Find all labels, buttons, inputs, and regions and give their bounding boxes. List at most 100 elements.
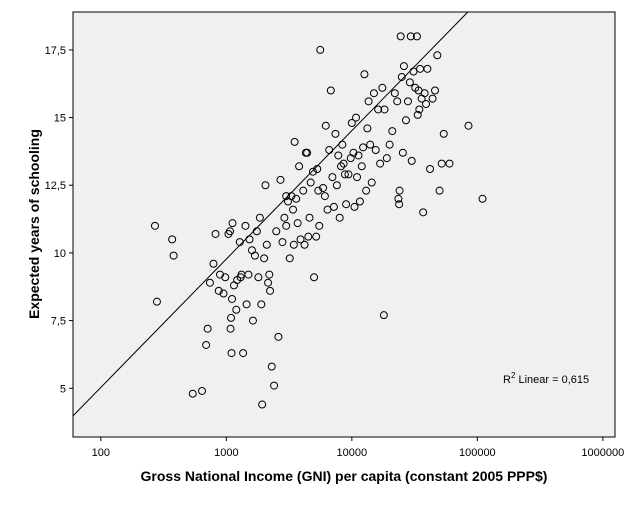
scatter-point xyxy=(406,32,415,41)
scatter-point xyxy=(293,219,302,228)
scatter-point xyxy=(228,294,237,303)
scatter-point xyxy=(303,148,312,157)
scatter-point xyxy=(403,97,412,106)
scatter-point xyxy=(188,389,197,398)
scatter-point xyxy=(282,192,291,201)
scatter-point xyxy=(382,154,391,163)
y-tick-label: 5 xyxy=(60,383,66,395)
scatter-point xyxy=(314,186,323,195)
scatter-point xyxy=(227,349,236,358)
scatter-point xyxy=(310,273,319,282)
scatter-point xyxy=(299,186,308,195)
scatter-point xyxy=(264,278,273,287)
scatter-point xyxy=(258,400,267,409)
scatter-point xyxy=(248,316,257,325)
scatter-point xyxy=(347,118,356,127)
scatter-point xyxy=(352,113,361,122)
scatter-point xyxy=(276,175,285,184)
scatter-point xyxy=(226,324,235,333)
scatter-point xyxy=(313,165,322,174)
scatter-point xyxy=(399,62,408,71)
scatter-point xyxy=(242,300,251,309)
scatter-point xyxy=(221,273,230,282)
scatter-point xyxy=(260,254,269,263)
scatter-point xyxy=(340,170,349,179)
scatter-point xyxy=(364,97,373,106)
scatter-point xyxy=(359,143,368,152)
scatter-point xyxy=(435,186,444,195)
scatter-point xyxy=(428,94,437,103)
r-squared-label: R2 Linear = 0,615 xyxy=(503,371,589,386)
scatter-point xyxy=(202,340,211,349)
scatter-points xyxy=(150,32,487,409)
scatter-point xyxy=(388,127,397,136)
scatter-point xyxy=(289,205,298,214)
scatter-point xyxy=(312,232,321,241)
scatter-point xyxy=(329,202,338,211)
scatter-point xyxy=(300,240,309,249)
y-tick-label: 7,5 xyxy=(51,316,66,328)
scatter-point xyxy=(282,221,291,230)
scatter-point xyxy=(169,251,178,260)
x-axis-title: Gross National Income (GNI) per capita (… xyxy=(141,468,548,484)
scatter-point xyxy=(349,148,358,157)
scatter-point xyxy=(395,186,404,195)
scatter-point xyxy=(228,219,237,228)
scatter-point xyxy=(280,213,289,222)
y-axis-ticks: 5 7,5 10 12,5 15 17,5 xyxy=(45,45,73,395)
scatter-point xyxy=(401,116,410,125)
scatter-point xyxy=(254,273,263,282)
scatter-point xyxy=(342,200,351,209)
scatter-point xyxy=(337,162,346,171)
scatter-point xyxy=(385,140,394,149)
scatter-point xyxy=(332,181,341,190)
scatter-point xyxy=(422,100,431,109)
x-tick-label: 1000 xyxy=(214,447,238,459)
scatter-point xyxy=(289,240,298,249)
scatter-point xyxy=(261,181,270,190)
scatter-point xyxy=(252,227,261,236)
scatter-point xyxy=(357,162,366,171)
scatter-point xyxy=(328,173,337,182)
y-tick-label: 10 xyxy=(54,248,66,260)
scatter-point xyxy=(374,105,383,114)
scatter-point xyxy=(405,78,414,87)
scatter-point xyxy=(255,213,264,222)
scatter-point xyxy=(226,227,235,236)
scatter-point xyxy=(397,72,406,81)
scatter-point xyxy=(395,200,404,209)
scatter-point xyxy=(250,251,259,260)
scatter-point xyxy=(304,232,313,241)
scatter-point xyxy=(478,194,487,203)
scatter-point xyxy=(203,324,212,333)
x-axis-ticks: 100 1000 10000 100000 1000000 xyxy=(92,437,624,459)
x-tick-label: 100 xyxy=(92,447,110,459)
scatter-point xyxy=(316,45,325,54)
scatter-point xyxy=(227,313,236,322)
scatter-point xyxy=(339,159,348,168)
scatter-point xyxy=(306,178,315,187)
scatter-point xyxy=(321,121,330,130)
scatter-point xyxy=(239,349,248,358)
scatter-point xyxy=(437,159,446,168)
scatter-point xyxy=(262,240,271,249)
scatter-point xyxy=(274,332,283,341)
scatter-point xyxy=(214,286,223,295)
y-axis-title: Expected years of schooling xyxy=(26,129,42,319)
scatter-point xyxy=(267,362,276,371)
scatter-point xyxy=(412,32,421,41)
scatter-point xyxy=(353,173,362,182)
regression-line xyxy=(72,11,469,417)
x-tick-label: 1000000 xyxy=(581,447,624,459)
scatter-point xyxy=(355,197,364,206)
scatter-point xyxy=(292,194,301,203)
x-tick-label: 100000 xyxy=(459,447,496,459)
scatter-point xyxy=(272,227,281,236)
scatter-point xyxy=(315,221,324,230)
scatter-point xyxy=(266,286,275,295)
scatter-point xyxy=(464,121,473,130)
x-tick-label: 10000 xyxy=(337,447,368,459)
y-tick-label: 15 xyxy=(54,113,66,125)
scatter-point xyxy=(426,165,435,174)
